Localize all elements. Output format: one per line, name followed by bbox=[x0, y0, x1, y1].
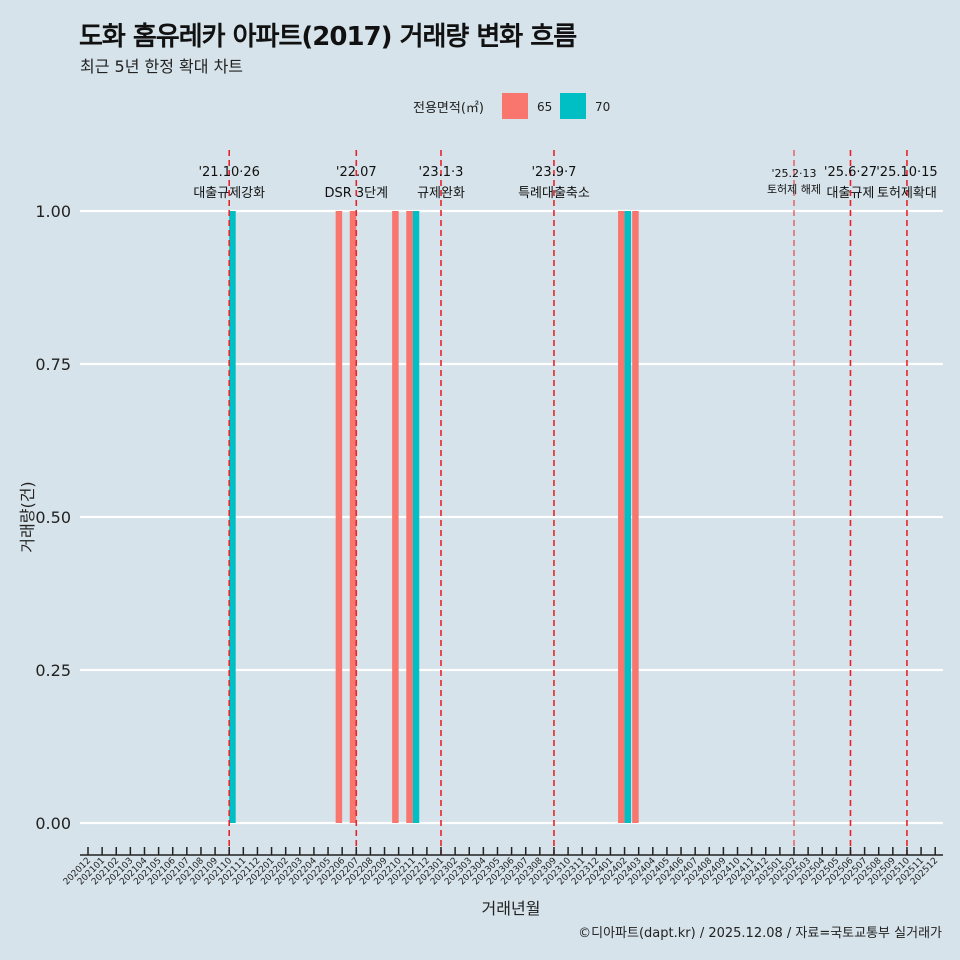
y-axis-title: 거래량(건) bbox=[18, 481, 37, 552]
legend-swatch-65 bbox=[502, 93, 528, 119]
legend-title: 전용면적(㎡) bbox=[413, 101, 484, 116]
y-tick-label: 1.00 bbox=[35, 202, 71, 221]
event-date: '25.10·15 bbox=[876, 165, 937, 180]
bar-70 bbox=[412, 211, 420, 823]
bar-65 bbox=[392, 211, 399, 823]
event-date: '23.9·7 bbox=[531, 165, 576, 180]
legend-swatch-70 bbox=[560, 93, 586, 119]
chart-subtitle: 최근 5년 한정 확대 차트 bbox=[80, 57, 244, 76]
bar-70 bbox=[624, 211, 632, 823]
event-label: 특례대출축소 bbox=[518, 186, 590, 201]
bar-65 bbox=[349, 211, 357, 823]
event-label: 대출규제강화 bbox=[193, 186, 265, 201]
chart-title: 도화 홈유레카 아파트(2017) 거래량 변화 흐름 bbox=[79, 22, 577, 52]
bar-65 bbox=[406, 211, 413, 823]
legend-label: 70 bbox=[595, 100, 610, 114]
event-date: '22.07 bbox=[336, 165, 377, 180]
event-label: DSR 3단계 bbox=[324, 186, 388, 201]
bar-65 bbox=[335, 211, 343, 823]
event-label: 토허제 해제 bbox=[767, 182, 821, 196]
event-date: '25.2·13 bbox=[771, 167, 816, 180]
event-date: '25.6·27 bbox=[824, 165, 877, 180]
y-tick-label: 0.75 bbox=[35, 355, 71, 374]
event-label: 토허제확대 bbox=[877, 186, 937, 201]
y-tick-label: 0.50 bbox=[35, 508, 71, 527]
event-label: 규제완화 bbox=[417, 186, 465, 201]
y-tick-label: 0.00 bbox=[35, 814, 71, 833]
source-caption: ©디아파트(dapt.kr) / 2025.12.08 / 자료=국토교통부 실… bbox=[578, 926, 942, 941]
bar-65 bbox=[618, 211, 625, 823]
y-tick-label: 0.25 bbox=[35, 661, 71, 680]
event-date: '21.10·26 bbox=[198, 165, 259, 180]
bar-70 bbox=[229, 211, 236, 823]
legend-label: 65 bbox=[537, 100, 552, 114]
event-label: 대출규제 bbox=[827, 186, 875, 201]
event-date: '23.1·3 bbox=[419, 165, 464, 180]
x-axis-title: 거래년월 bbox=[482, 899, 541, 918]
bar-65 bbox=[632, 211, 639, 823]
